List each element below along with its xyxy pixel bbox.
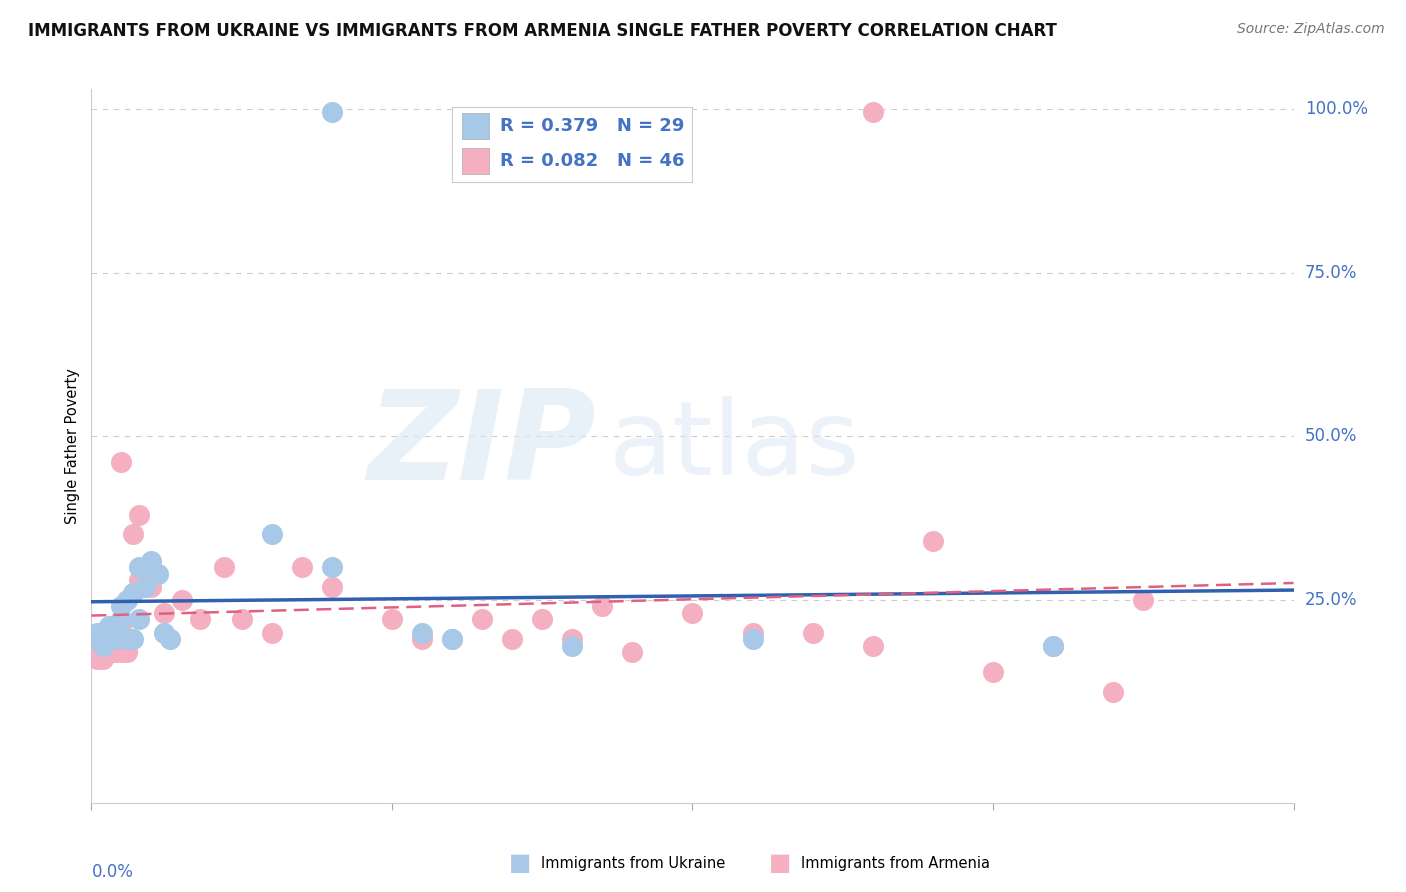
Text: IMMIGRANTS FROM UKRAINE VS IMMIGRANTS FROM ARMENIA SINGLE FATHER POVERTY CORRELA: IMMIGRANTS FROM UKRAINE VS IMMIGRANTS FR… [28,22,1057,40]
Point [128,573,150,587]
Text: Immigrants from Ukraine: Immigrants from Ukraine [541,856,725,871]
Point [128,612,150,626]
Point [93,652,115,666]
Point [86,652,108,666]
Point [561,639,583,653]
Point [93,632,115,647]
Point [122,632,145,647]
Point [110,612,132,626]
Point [134,580,156,594]
Point [146,566,169,581]
Point [128,560,150,574]
Point [231,612,253,626]
Point [260,527,283,541]
Point [117,632,139,647]
Point [440,632,463,647]
Point [110,645,132,659]
Point [321,580,343,594]
Point [321,105,343,120]
Point [117,632,139,647]
Point [134,580,156,594]
Point [1132,592,1154,607]
Point [862,105,884,120]
Y-axis label: Single Father Poverty: Single Father Poverty [65,368,80,524]
Point [93,632,115,647]
Text: ■: ■ [769,852,792,875]
Text: 100.0%: 100.0% [1305,100,1368,118]
Point [122,586,145,600]
Point [110,619,132,633]
Point [86,625,108,640]
Text: Source: ZipAtlas.com: Source: ZipAtlas.com [1237,22,1385,37]
Point [152,606,174,620]
Point [86,632,108,647]
Point [110,599,132,614]
Point [411,625,433,640]
Text: atlas: atlas [609,395,860,497]
Point [122,527,145,541]
Point [981,665,1004,679]
Text: ■: ■ [509,852,531,875]
Point [501,632,523,647]
Text: 50.0%: 50.0% [1305,427,1357,445]
Point [104,619,127,633]
Point [440,632,463,647]
Point [98,625,121,640]
Point [98,632,121,647]
Point [141,580,163,594]
Point [110,455,132,469]
Point [128,508,150,522]
Point [98,619,121,633]
Point [117,645,139,659]
Text: R = 0.379   N = 29: R = 0.379 N = 29 [501,117,685,136]
Point [260,625,283,640]
Bar [461,113,489,139]
Point [104,645,127,659]
Point [93,639,115,653]
Point [922,533,945,548]
Point [117,592,139,607]
Point [591,599,613,614]
Point [1042,639,1064,653]
Point [188,612,211,626]
Text: 25.0%: 25.0% [1305,591,1357,609]
Point [531,612,554,626]
Point [801,625,824,640]
Point [862,639,884,653]
Text: Immigrants from Armenia: Immigrants from Armenia [801,856,990,871]
Point [291,560,314,574]
Point [561,632,583,647]
Point [141,553,163,567]
Point [1042,639,1064,653]
Text: 75.0%: 75.0% [1305,263,1357,282]
Point [104,632,127,647]
Text: ZIP: ZIP [367,385,596,507]
Point [159,632,181,647]
Point [471,612,494,626]
Point [86,645,108,659]
Text: R = 0.082   N = 46: R = 0.082 N = 46 [501,152,685,169]
Point [104,632,127,647]
Bar [461,148,489,175]
Point [621,645,644,659]
Point [411,632,433,647]
Point [741,625,763,640]
Point [1102,684,1125,698]
Point [212,560,235,574]
Point [170,592,193,607]
Point [98,632,121,647]
Text: 0.0%: 0.0% [91,863,134,881]
Point [152,625,174,640]
Point [93,639,115,653]
Point [741,632,763,647]
Point [681,606,703,620]
Point [98,625,121,640]
Point [321,560,343,574]
Point [86,632,108,647]
Point [381,612,404,626]
